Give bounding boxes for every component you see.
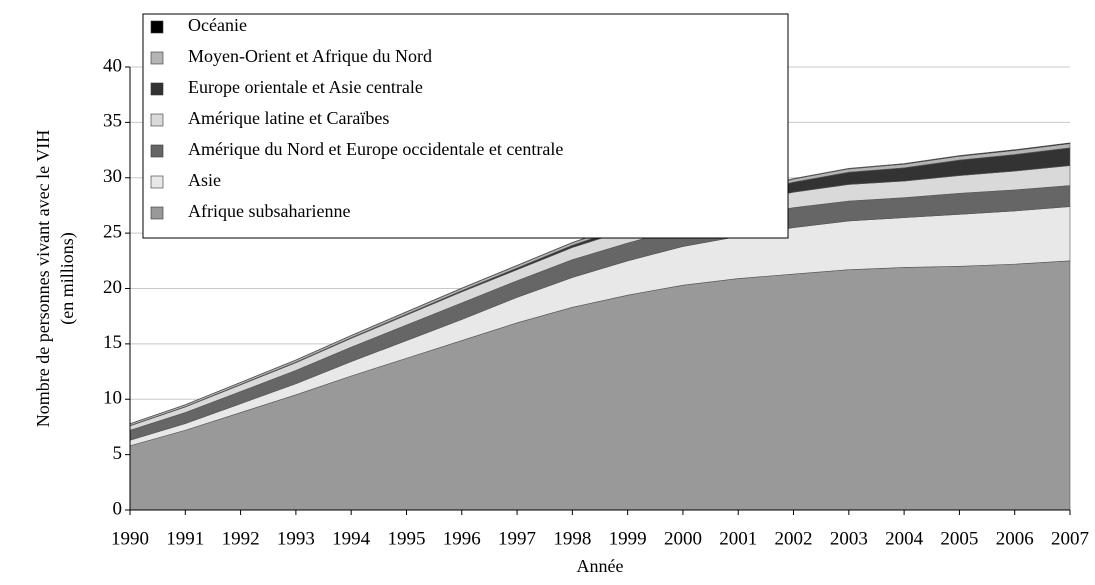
x-tick-label: 1991 [166,528,204,549]
legend-swatch [150,51,164,65]
y-tick-label: 40 [103,55,122,76]
y-tick-label: 25 [103,221,122,242]
x-tick-label: 1994 [332,528,371,549]
legend-swatch [150,144,164,158]
x-axis-label: Année [577,556,624,576]
x-tick-label: 1997 [498,528,536,549]
legend-label: Asie [188,170,221,190]
x-tick-label: 1992 [222,528,260,549]
x-tick-label: 1990 [111,528,149,549]
legend-label: Amérique du Nord et Europe occidentale e… [188,139,563,159]
legend-label: Océanie [188,15,247,35]
y-tick-label: 10 [103,388,122,409]
x-tick-label: 1999 [609,528,647,549]
y-axis-label: (en millions) [57,232,78,325]
y-tick-label: 20 [103,277,122,298]
y-tick-label: 15 [103,332,122,353]
area [129,142,1071,425]
x-tick-label: 2000 [664,528,702,549]
y-tick-label: 30 [103,166,122,187]
y-tick-label: 5 [113,443,123,464]
legend-label: Europe orientale et Asie centrale [188,77,423,97]
x-tick-label: 2004 [885,528,924,549]
legend-swatch [150,113,164,127]
x-tick-label: 2006 [996,528,1034,549]
x-tick-label: 1996 [443,528,481,549]
x-tick-label: 1993 [277,528,315,549]
legend-swatch [150,206,164,220]
legend-swatch [150,82,164,96]
x-tick-label: 2001 [719,528,757,549]
legend-swatch [150,20,164,34]
legend-label: Amérique latine et Caraïbes [188,108,389,128]
legend-swatch [150,175,164,189]
y-tick-label: 0 [113,498,123,519]
y-axis-label: Nombre de personnes vivant avec le VIH [33,130,53,428]
legend-box [142,13,789,239]
x-tick-label: 1998 [553,528,591,549]
x-tick-label: 2002 [775,528,813,549]
x-tick-label: 1995 [387,528,425,549]
x-tick-label: 2007 [1051,528,1089,549]
x-tick-label: 2005 [940,528,978,549]
legend-label: Moyen-Orient et Afrique du Nord [188,46,432,66]
legend-label: Afrique subsaharienne [188,201,350,221]
x-tick-label: 2003 [830,528,868,549]
y-tick-label: 35 [103,111,122,132]
